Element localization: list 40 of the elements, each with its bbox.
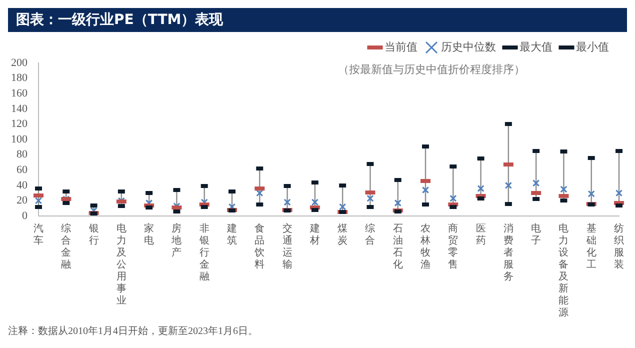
x-tick-label: 非银行金融 bbox=[198, 222, 210, 283]
legend-label: 最大值 bbox=[520, 40, 552, 54]
legend-label: 最小值 bbox=[576, 40, 609, 54]
legend-label: 历史中位数 bbox=[441, 40, 496, 54]
x-tick-label: 煤炭 bbox=[338, 222, 348, 247]
annotation: （按最新值与历史中值折价程度排序） bbox=[338, 62, 526, 77]
x-tick-label: 电子 bbox=[531, 222, 542, 247]
x-tick-label: 消费者服务 bbox=[503, 222, 514, 283]
x-tick-label: 食品饮料 bbox=[254, 222, 265, 271]
x-tick-label: 农林牧渔 bbox=[420, 224, 430, 271]
text: 注释：数据从2010年1月4日开始，更新至2023年1月6日。 bbox=[8, 324, 259, 338]
y-tick-label: 120 bbox=[11, 118, 28, 130]
x-tick-label: 汽车 bbox=[34, 222, 44, 247]
x-tick-label: 纺织服装 bbox=[614, 222, 624, 271]
y-tick-label: 160 bbox=[11, 87, 28, 100]
x-tick-label: 医药 bbox=[476, 224, 486, 247]
x-tick-label: 商贸零售 bbox=[448, 222, 458, 271]
x-tick-label: 综合 bbox=[365, 222, 376, 247]
x-tick-label: 建材 bbox=[308, 222, 320, 247]
x-tick-label: 银行 bbox=[88, 224, 99, 247]
y-tick-label: 180 bbox=[11, 72, 28, 84]
x-tick-label: 石油石化 bbox=[392, 224, 403, 271]
legend-label: 当前值 bbox=[384, 41, 418, 54]
y-tick-label: 80 bbox=[16, 148, 28, 161]
x-tick-label: 房地产 bbox=[170, 222, 182, 259]
y-tick-label: 60 bbox=[16, 164, 28, 176]
y-tick-label: 200 bbox=[11, 56, 28, 69]
y-tick-label: 140 bbox=[11, 102, 28, 115]
chart-title: 图表：一级行业PE（TTM）表现 bbox=[8, 8, 627, 32]
x-tick-label: 电力及公用事业 bbox=[116, 222, 126, 307]
y-tick-label: 100 bbox=[11, 133, 28, 146]
y-tick-label: 40 bbox=[16, 179, 28, 192]
y-tick-label: 20 bbox=[16, 194, 28, 207]
x-tick-label: 综合金融 bbox=[61, 222, 72, 271]
x-tick-label: 基础化工 bbox=[585, 222, 596, 271]
x-tick-label: 家电 bbox=[144, 222, 154, 247]
x-tick-label: 交通运输 bbox=[282, 222, 292, 271]
y-tick-label: 0 bbox=[22, 210, 28, 222]
x-tick-label: 建筑 bbox=[226, 222, 237, 247]
x-tick-label: 电力设备及新能源 bbox=[558, 222, 569, 319]
